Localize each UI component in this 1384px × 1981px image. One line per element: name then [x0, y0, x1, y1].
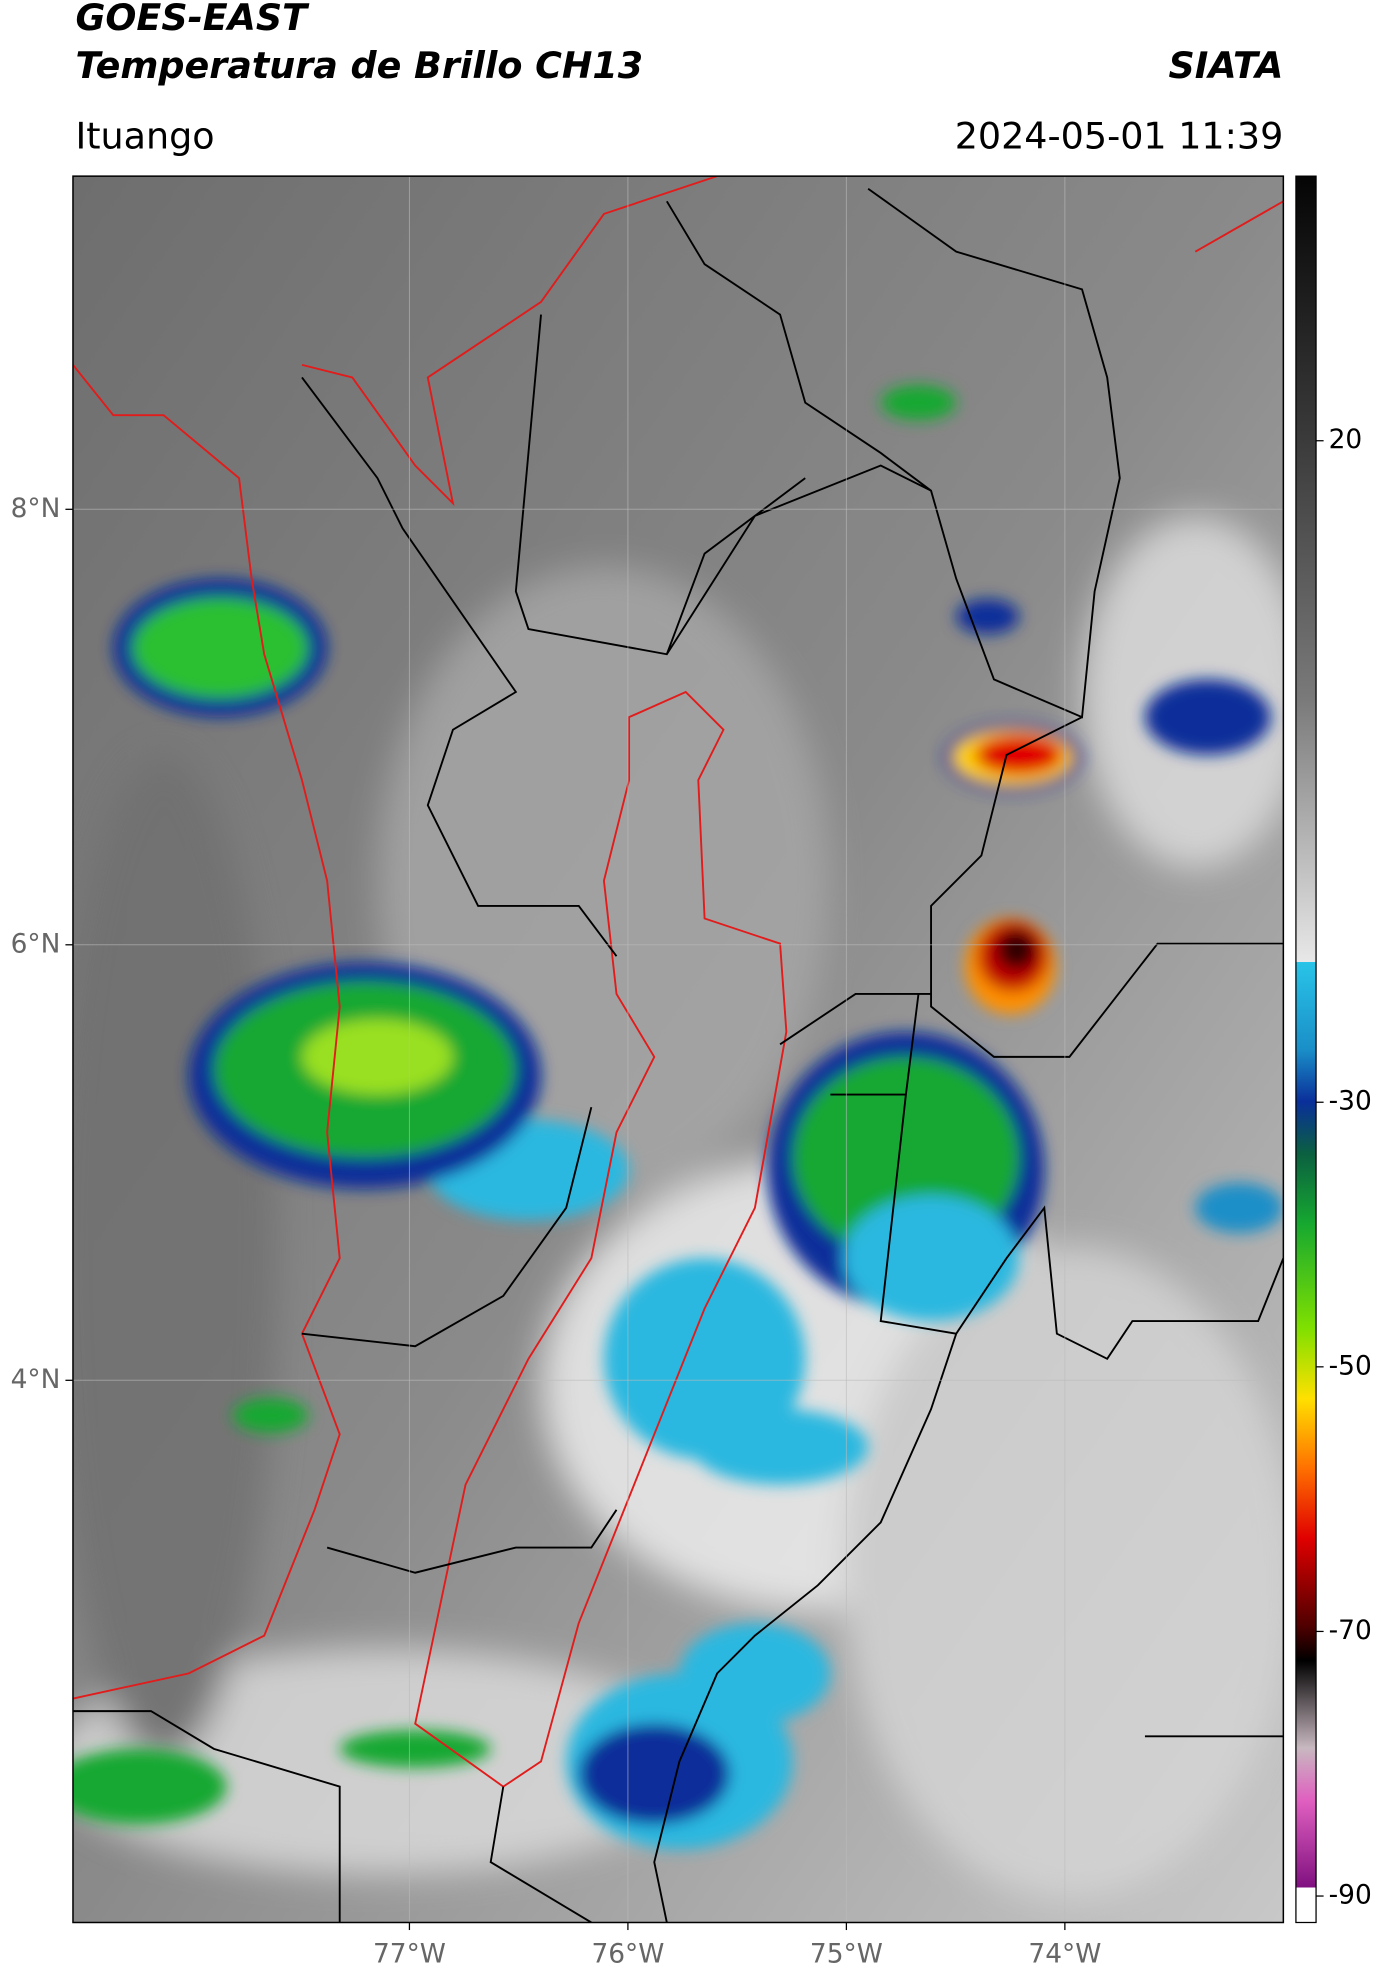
lat-tick-label: 8°N [11, 493, 61, 524]
satellite-image [72, 176, 1284, 1923]
satellite-title: GOES-EAST [75, 0, 310, 39]
datetime-label: 2024-05-01 11:39 [955, 114, 1284, 157]
lon-tick-label: 76°W [591, 1939, 664, 1970]
lon-tick-label: 77°W [373, 1939, 446, 1970]
product-title: Temperatura de Brillo CH13 [75, 44, 643, 87]
lon-tick-label: 74°W [1028, 1939, 1101, 1970]
colorbar-tick-label: -30 [1329, 1086, 1372, 1117]
colorbar-tick-label: -90 [1329, 1880, 1372, 1911]
source-label: SIATA [1168, 44, 1283, 87]
lat-tick-label: 4°N [11, 1364, 61, 1395]
lon-tick-label: 75°W [810, 1939, 883, 1970]
map-frame [72, 175, 1285, 1924]
colorbar-tick-label: -50 [1329, 1350, 1372, 1381]
borders [72, 176, 1284, 1923]
location-label: Ituango [75, 114, 214, 157]
lat-tick-label: 6°N [11, 928, 61, 959]
colorbar [1295, 175, 1317, 1924]
colorbar-tick-label: -70 [1329, 1615, 1372, 1646]
colorbar-tick-label: 20 [1329, 424, 1363, 455]
